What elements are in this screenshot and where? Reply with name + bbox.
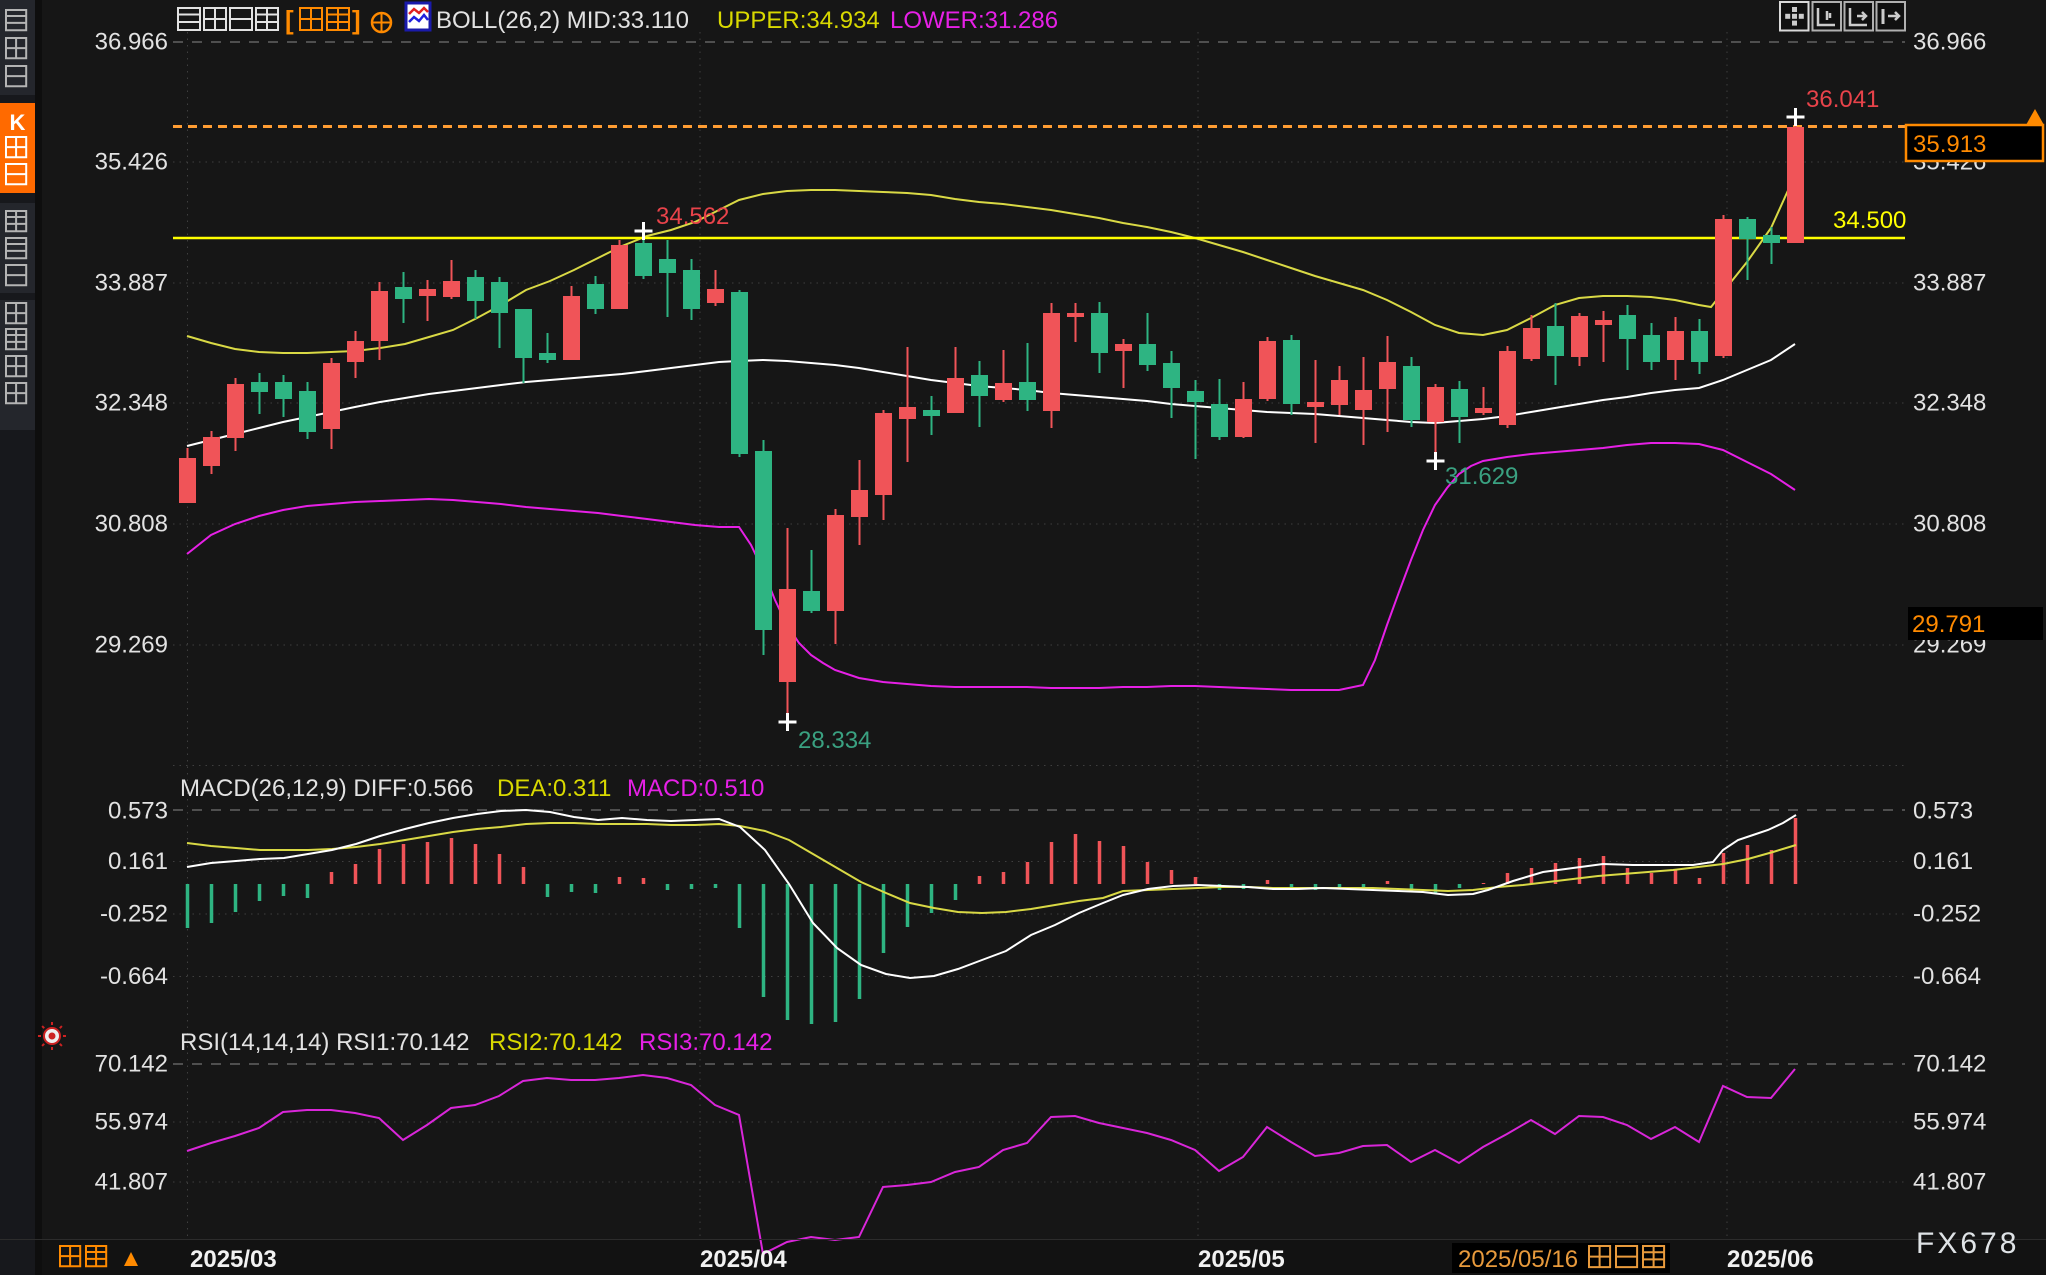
svg-text:36.041: 36.041 [1806, 86, 1879, 113]
svg-text:70.142: 70.142 [95, 1051, 168, 1078]
svg-text:K: K [10, 110, 26, 135]
svg-text:36.966: 36.966 [95, 29, 168, 56]
svg-text:-0.664: -0.664 [100, 963, 168, 990]
svg-text:30.808: 30.808 [95, 511, 168, 538]
svg-text:UPPER:34.934: UPPER:34.934 [717, 7, 880, 34]
svg-text:34.562: 34.562 [656, 203, 729, 230]
svg-text:2025/05/16: 2025/05/16 [1458, 1246, 1578, 1273]
svg-text:55.974: 55.974 [95, 1109, 168, 1136]
svg-text:2025/06: 2025/06 [1727, 1246, 1814, 1273]
svg-text:41.807: 41.807 [95, 1169, 168, 1196]
svg-text:MACD(26,12,9) DIFF:0.566: MACD(26,12,9) DIFF:0.566 [180, 775, 473, 802]
svg-text:RSI3:70.142: RSI3:70.142 [639, 1029, 772, 1056]
svg-text:70.142: 70.142 [1913, 1051, 1986, 1078]
svg-text:-0.252: -0.252 [100, 901, 168, 928]
svg-text:[: [ [285, 5, 294, 35]
svg-text:DEA:0.311: DEA:0.311 [497, 775, 611, 802]
svg-text:41.807: 41.807 [1913, 1169, 1986, 1196]
svg-text:0.161: 0.161 [108, 848, 168, 875]
svg-text:30.808: 30.808 [1913, 511, 1986, 538]
svg-text:0.161: 0.161 [1913, 848, 1973, 875]
svg-text:BOLL(26,2) MID:33.110: BOLL(26,2) MID:33.110 [436, 7, 689, 34]
svg-text:MACD:0.510: MACD:0.510 [627, 775, 764, 802]
svg-text:55.974: 55.974 [1913, 1109, 1986, 1136]
svg-text:33.887: 33.887 [95, 270, 168, 297]
svg-text:35.913: 35.913 [1913, 131, 1986, 158]
svg-text:34.500: 34.500 [1833, 207, 1906, 234]
svg-text:32.348: 32.348 [1913, 390, 1986, 417]
svg-text:LOWER:31.286: LOWER:31.286 [890, 7, 1058, 34]
svg-text:31.629: 31.629 [1445, 463, 1518, 490]
svg-text:0.573: 0.573 [1913, 798, 1973, 825]
svg-text:32.348: 32.348 [95, 390, 168, 417]
svg-text:0.573: 0.573 [108, 798, 168, 825]
svg-text:28.334: 28.334 [798, 727, 871, 754]
svg-text:FX678: FX678 [1916, 1227, 2019, 1260]
svg-text:2025/03: 2025/03 [190, 1246, 277, 1273]
svg-text:-0.252: -0.252 [1913, 901, 1981, 928]
svg-text:RSI2:70.142: RSI2:70.142 [489, 1029, 622, 1056]
svg-text:36.966: 36.966 [1913, 29, 1986, 56]
svg-text:RSI(14,14,14) RSI1:70.142: RSI(14,14,14) RSI1:70.142 [180, 1029, 470, 1056]
svg-text:29.269: 29.269 [95, 632, 168, 659]
svg-text:2025/05: 2025/05 [1198, 1246, 1285, 1273]
svg-text:35.426: 35.426 [95, 149, 168, 176]
svg-text:-0.664: -0.664 [1913, 963, 1981, 990]
svg-text:2025/04: 2025/04 [700, 1246, 787, 1273]
svg-text:29.791: 29.791 [1912, 611, 1985, 638]
svg-text:]: ] [352, 5, 361, 35]
svg-text:33.887: 33.887 [1913, 270, 1986, 297]
